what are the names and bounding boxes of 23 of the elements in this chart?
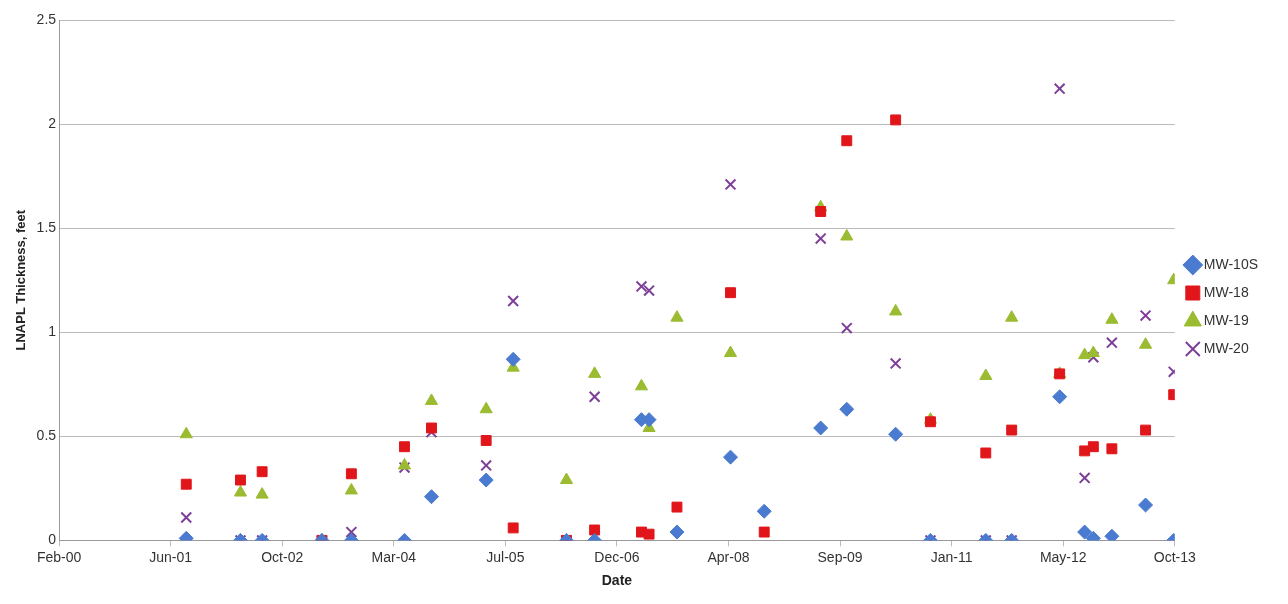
y-tick-label: 1 (48, 323, 57, 340)
x-tick-label: Jul-05 (486, 548, 525, 565)
x-tick-label: Mar-04 (371, 548, 417, 565)
legend-label: MW-10S (1203, 255, 1259, 272)
legend-label: MW-19 (1203, 311, 1249, 328)
y-tick-label: 2.5 (36, 10, 57, 27)
x-tick-label: Oct-13 (1153, 548, 1197, 565)
x-tick-label: Jun-01 (149, 548, 193, 565)
x-tick-label: Apr-08 (707, 548, 750, 565)
y-tick-label: 0.5 (36, 427, 57, 444)
x-tick-label: Feb-00 (36, 548, 82, 565)
x-tick-label: Jan-11 (930, 548, 973, 565)
legend-label: MW-20 (1203, 339, 1249, 356)
x-tick-label: Oct-02 (261, 548, 304, 565)
legend-label: MW-18 (1203, 283, 1249, 300)
y-tick-label: 0 (48, 531, 57, 548)
x-tick-label: Sep-09 (817, 548, 863, 565)
x-tick-label: May-12 (1039, 548, 1087, 565)
x-axis-title: Date (601, 572, 633, 589)
x-tick-label: Dec-06 (594, 548, 640, 565)
y-tick-label: 1.5 (36, 219, 57, 236)
y-tick-label: 2 (48, 114, 57, 131)
y-axis-title: LNAPL Thickness, feet (13, 209, 29, 351)
